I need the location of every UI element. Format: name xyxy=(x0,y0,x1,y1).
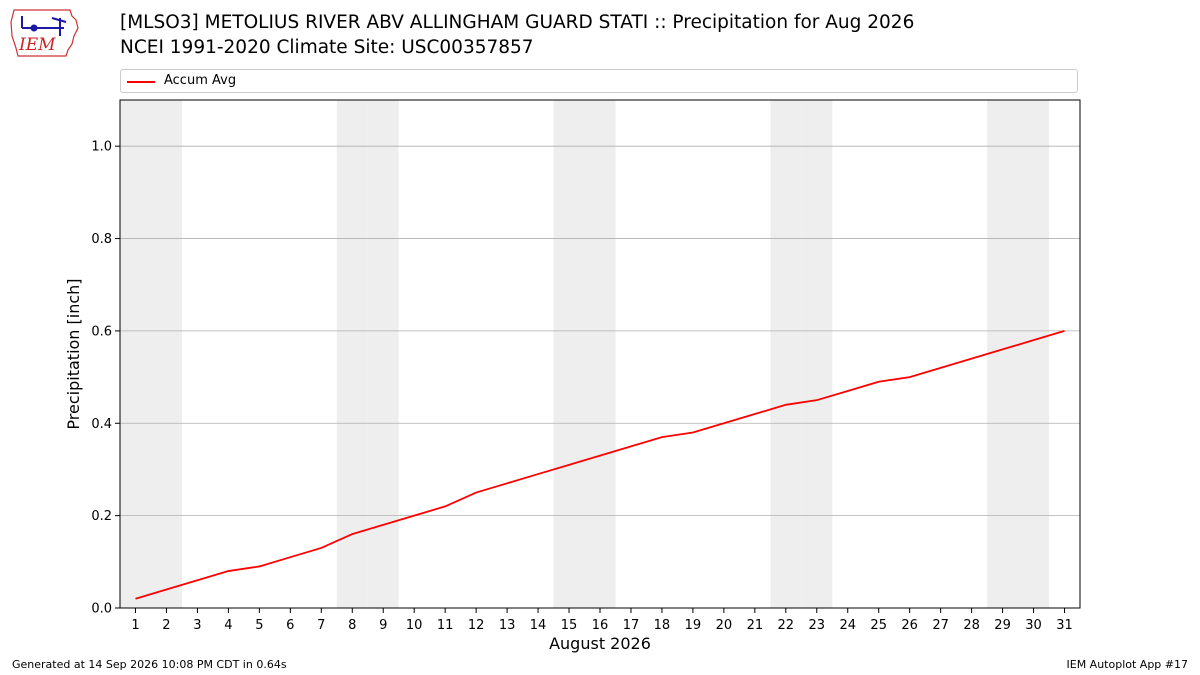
y-axis-ticks: 0.0 0.2 0.4 0.6 0.8 1.0 xyxy=(91,140,120,617)
x-tick-label: 28 xyxy=(963,618,980,633)
legend-swatch-accum-avg xyxy=(127,81,155,83)
generated-timestamp: Generated at 14 Sep 2026 10:08 PM CDT in… xyxy=(12,658,287,671)
weekend-shade-day-30 xyxy=(1018,100,1050,608)
y-axis-label: Precipitation [inch] xyxy=(64,278,83,429)
weather-station-icon xyxy=(21,16,67,36)
x-tick-label: 25 xyxy=(870,618,887,633)
y-tick-label: 0.4 xyxy=(91,417,112,432)
x-tick-label: 26 xyxy=(901,618,918,633)
x-tick-label: 14 xyxy=(530,618,547,633)
y-tick-label: 1.0 xyxy=(91,140,112,155)
weekend-shade-day-29 xyxy=(987,100,1019,608)
x-tick-label: 17 xyxy=(623,618,640,633)
weekend-shade-day-22 xyxy=(770,100,802,608)
x-tick-label: 11 xyxy=(437,618,454,633)
x-tick-label: 24 xyxy=(839,618,856,633)
x-tick-label: 29 xyxy=(994,618,1011,633)
x-tick-label: 20 xyxy=(716,618,733,633)
weekend-shade-day-2 xyxy=(150,100,182,608)
iem-logo: IEM xyxy=(10,9,79,57)
x-tick-label: 10 xyxy=(406,618,423,633)
x-tick-label: 1 xyxy=(131,618,139,633)
logo-text: IEM xyxy=(18,35,56,55)
x-tick-label: 18 xyxy=(654,618,671,633)
x-tick-label: 5 xyxy=(255,618,263,633)
y-tick-label: 0.2 xyxy=(91,509,112,524)
x-tick-label: 23 xyxy=(809,618,826,633)
x-tick-label: 19 xyxy=(685,618,702,633)
x-tick-label: 7 xyxy=(317,618,325,633)
iowa-outline-icon xyxy=(10,9,79,57)
series-line-accum-avg xyxy=(135,330,1065,600)
x-tick-label: 4 xyxy=(224,618,232,633)
weekend-shade-day-15 xyxy=(553,100,585,608)
x-tick-label: 13 xyxy=(499,618,516,633)
x-tick-label: 21 xyxy=(747,618,764,633)
weekend-shading xyxy=(120,100,1050,608)
x-tick-label: 9 xyxy=(379,618,387,633)
weekend-shade-day-23 xyxy=(801,100,833,608)
legend: Accum Avg xyxy=(120,69,1078,93)
chart-subtitle: NCEI 1991-2020 Climate Site: USC00357857 xyxy=(120,37,534,58)
x-tick-label: 15 xyxy=(561,618,578,633)
x-tick-label: 16 xyxy=(592,618,609,633)
x-tick-label: 6 xyxy=(286,618,294,633)
y-tick-label: 0.0 xyxy=(91,602,112,617)
x-tick-label: 31 xyxy=(1056,618,1073,633)
weekend-shade-day-16 xyxy=(584,100,616,608)
weekend-shade-day-9 xyxy=(367,100,399,608)
weekend-shade-day-8 xyxy=(336,100,368,608)
x-tick-label: 12 xyxy=(468,618,485,633)
x-axis-label: August 2026 xyxy=(549,634,651,653)
x-axis-ticks: 1 2 3 4 5 6 7 8 9 10 11 12 13 14 15 16 17 18 19 20 21 22 23 24 2… xyxy=(131,608,1073,633)
app-credit: IEM Autoplot App #17 xyxy=(1066,658,1189,671)
y-tick-label: 0.6 xyxy=(91,324,112,339)
legend-label-accum-avg: Accum Avg xyxy=(164,73,237,88)
x-tick-label: 8 xyxy=(348,618,356,633)
x-tick-label: 27 xyxy=(932,618,949,633)
weekend-shade-day-1 xyxy=(120,100,151,608)
x-tick-label: 30 xyxy=(1025,618,1042,633)
x-tick-label: 22 xyxy=(778,618,795,633)
y-tick-label: 0.8 xyxy=(91,232,112,247)
x-tick-label: 2 xyxy=(162,618,170,633)
chart-title: [MLSO3] METOLIUS RIVER ABV ALLINGHAM GUA… xyxy=(120,12,915,33)
x-tick-label: 3 xyxy=(193,618,201,633)
